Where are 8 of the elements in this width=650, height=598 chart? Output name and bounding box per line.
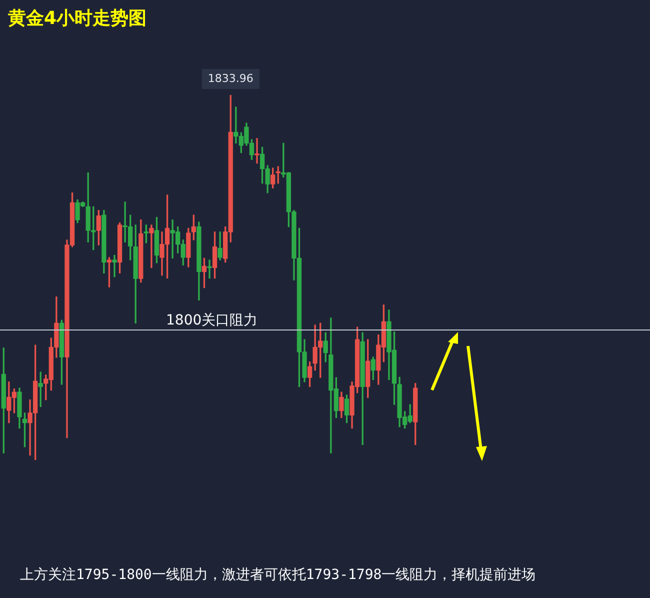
ref-line-label: 1800关口阻力: [166, 312, 258, 329]
chart-title: 黄金4小时走势图: [8, 7, 147, 30]
candlestick: [112, 254, 117, 278]
text: 上方关注1795-1800一线阻力，激进者可依托1793-1798一线阻力，择机提前进场: [20, 566, 536, 584]
annotation: 1833.96: [208, 72, 254, 85]
candlestick: [207, 260, 212, 279]
candlestick: [149, 224, 154, 268]
candlestick: [254, 138, 260, 164]
